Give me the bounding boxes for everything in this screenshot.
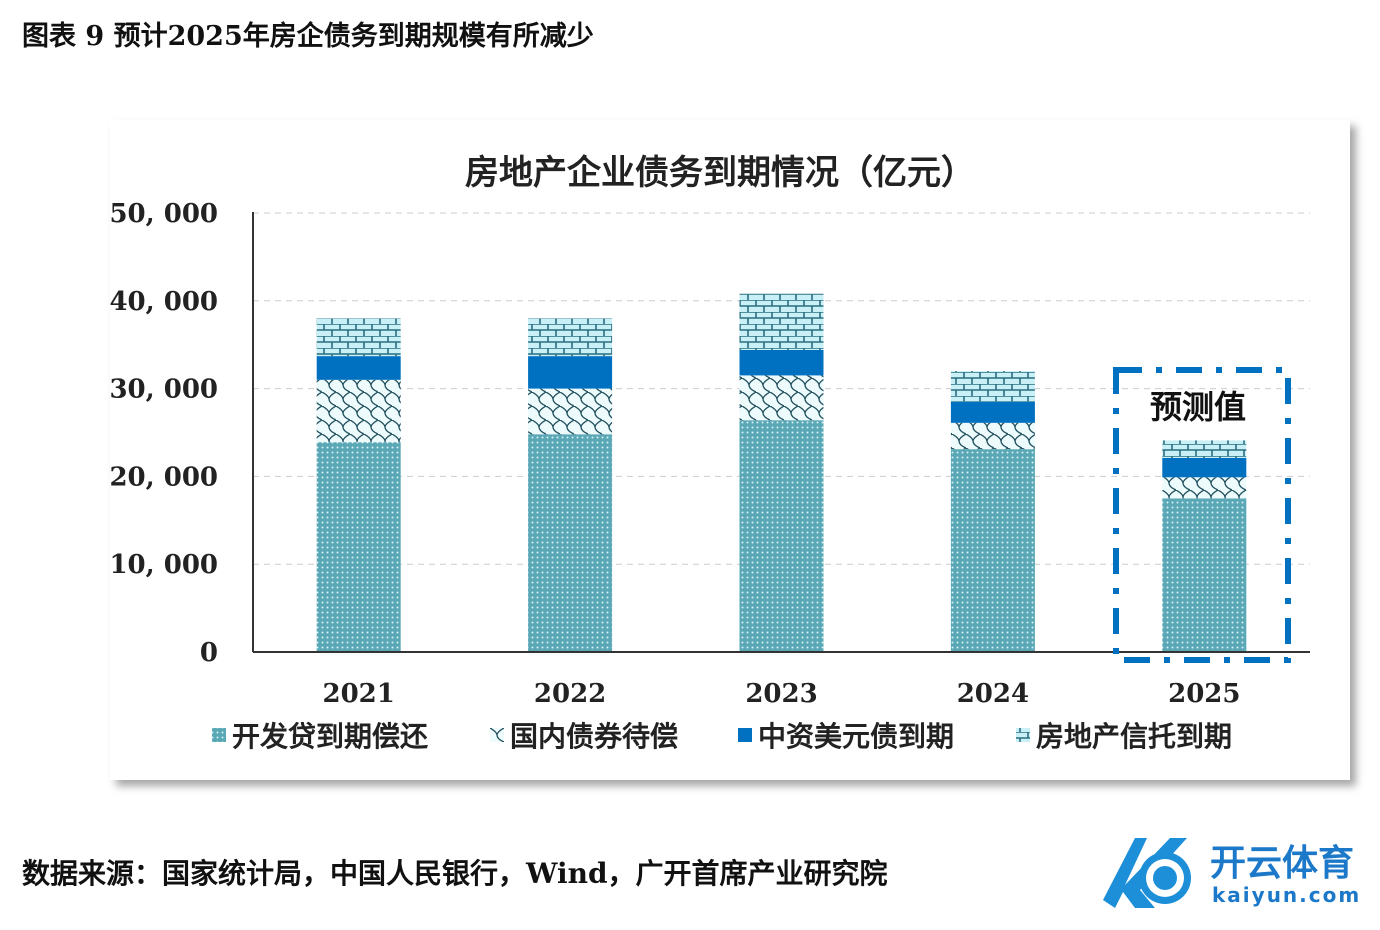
bar-segment bbox=[316, 442, 401, 652]
legend-swatch bbox=[212, 728, 226, 742]
y-tick-label: 0 bbox=[200, 638, 218, 668]
bar-segment bbox=[316, 356, 401, 380]
x-tick-label: 2021 bbox=[323, 679, 395, 709]
bar-segment bbox=[1162, 498, 1247, 652]
y-tick-label: 10, 000 bbox=[109, 550, 218, 580]
bar-segment bbox=[1162, 477, 1247, 499]
x-tick-label: 2025 bbox=[1168, 679, 1240, 709]
y-tick-label: 40, 000 bbox=[109, 287, 218, 317]
chart-title: 房地产企业债务到期情况（亿元） bbox=[465, 153, 975, 193]
svg-text:开云体育: 开云体育 bbox=[1210, 843, 1354, 884]
legend-swatch bbox=[1016, 728, 1030, 742]
bar-segment bbox=[739, 349, 824, 376]
bar-segment bbox=[528, 356, 613, 389]
forecast-label: 预测值 bbox=[1150, 388, 1246, 426]
svg-text:kaiyun.com: kaiyun.com bbox=[1212, 883, 1361, 907]
bar-segment bbox=[950, 422, 1035, 450]
bar-segment bbox=[950, 449, 1035, 652]
legend-label: 中资美元债到期 bbox=[758, 720, 954, 753]
legend-label: 房地产信托到期 bbox=[1036, 720, 1232, 753]
y-tick-label: 50, 000 bbox=[109, 199, 218, 229]
x-tick-label: 2022 bbox=[534, 679, 606, 709]
bar-segment bbox=[1162, 457, 1247, 478]
bar-segment bbox=[739, 293, 824, 350]
bar-segment bbox=[950, 371, 1035, 402]
bar-segment bbox=[528, 388, 613, 435]
y-tick-label: 30, 000 bbox=[109, 375, 218, 405]
x-tick-label: 2024 bbox=[957, 679, 1029, 709]
bar-segment bbox=[739, 420, 824, 652]
data-source: 数据来源：国家统计局，中国人民银行，Wind，广开首席产业研究院 bbox=[22, 857, 888, 890]
forecast-box bbox=[1113, 367, 1291, 663]
legend-label: 开发贷到期偿还 bbox=[232, 720, 429, 753]
bar-segment bbox=[316, 318, 401, 357]
bar-segment bbox=[528, 318, 613, 357]
bar-segment bbox=[739, 375, 824, 421]
figure-caption: 图表 9 预计2025年房企债务到期规模有所减少 bbox=[22, 21, 594, 52]
y-tick-label: 20, 000 bbox=[109, 462, 218, 492]
legend-swatch bbox=[490, 728, 504, 742]
chart-panel bbox=[110, 120, 1350, 780]
bar-segment bbox=[950, 401, 1035, 423]
x-tick-label: 2023 bbox=[745, 679, 817, 709]
legend-swatch bbox=[738, 728, 752, 742]
kaiyun-logo: 开云体育 kaiyun.com bbox=[1095, 830, 1375, 915]
bar-segment bbox=[316, 379, 401, 443]
legend-label: 国内债券待偿 bbox=[510, 720, 678, 753]
bar-segment bbox=[528, 434, 613, 652]
bar-segment bbox=[1162, 440, 1247, 458]
